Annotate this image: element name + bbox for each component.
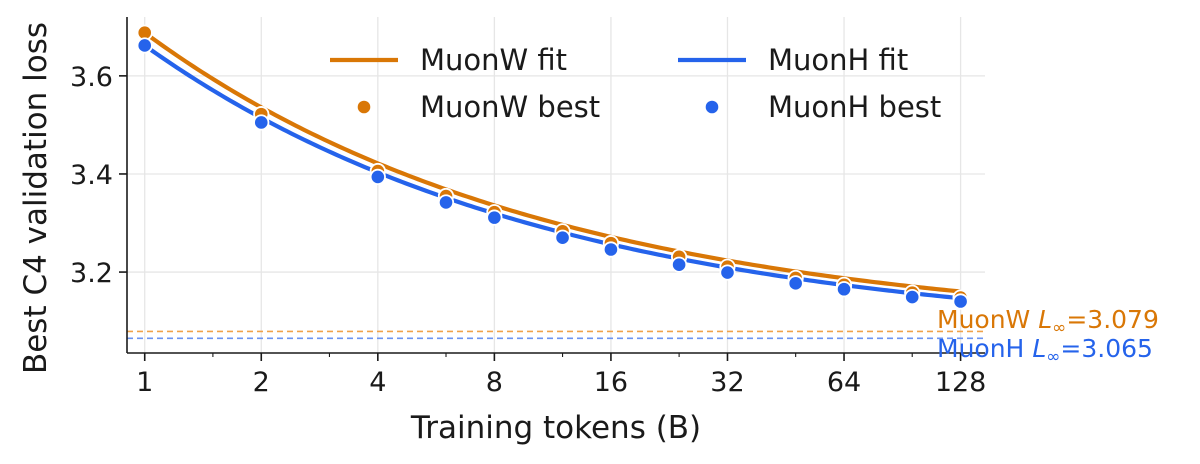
muonh-best-point bbox=[602, 241, 620, 258]
x-tick-label-32: 32 bbox=[710, 367, 744, 398]
x-tick-label-8: 8 bbox=[486, 367, 503, 398]
legend-label-muonh-best: MuonH best bbox=[768, 90, 941, 124]
legend-label-muonw-fit: MuonW fit bbox=[420, 43, 567, 77]
muonh-best-point bbox=[369, 168, 386, 186]
axes bbox=[119, 17, 985, 361]
muonh-best-point bbox=[904, 288, 921, 306]
muonh-best-point bbox=[787, 275, 804, 292]
x-axis-label: Training tokens (B) bbox=[410, 410, 701, 446]
muonw-fit-curve bbox=[143, 31, 961, 294]
y-tick-label-3.2: 3.2 bbox=[70, 258, 113, 289]
data-points bbox=[136, 24, 969, 310]
muonh-best-point bbox=[437, 194, 455, 211]
x-tick-label-4: 4 bbox=[369, 367, 386, 398]
muonh-best-point bbox=[719, 264, 736, 281]
muonh-best-point bbox=[136, 37, 153, 54]
muonh-fit-curve bbox=[143, 43, 961, 301]
legend: MuonW fit MuonH fit MuonW best MuonH best bbox=[330, 43, 941, 124]
muonh-best-point bbox=[671, 256, 688, 273]
y-tick-label-3.6: 3.6 bbox=[70, 62, 113, 93]
muonh-best-point bbox=[554, 229, 571, 246]
x-tick-label-2: 2 bbox=[253, 367, 270, 398]
legend-swatch-muonw-best bbox=[355, 98, 373, 116]
muonh-best-point bbox=[486, 209, 503, 226]
x-tick-label-128: 128 bbox=[935, 367, 987, 398]
asymptote-label-1: MuonH L∞=3.065 bbox=[937, 334, 1153, 367]
muonh-best-point bbox=[253, 114, 270, 131]
muonh-best-point bbox=[835, 281, 853, 298]
legend-swatch-muonh-best bbox=[703, 98, 721, 116]
asymptote-label-0: MuonW L∞=3.079 bbox=[937, 305, 1159, 338]
x-tick-label-16: 16 bbox=[594, 367, 628, 398]
y-tick-label-3.4: 3.4 bbox=[70, 160, 113, 191]
legend-label-muonw-best: MuonW best bbox=[420, 90, 600, 124]
grid bbox=[127, 17, 985, 353]
asymptote-lines bbox=[127, 330, 985, 340]
tick-labels: 1 2 4 8 16 32 64 128 3.2 3.4 3.6 bbox=[70, 62, 986, 398]
legend-label-muonh-fit: MuonH fit bbox=[768, 43, 908, 77]
fit-curves bbox=[143, 31, 961, 301]
y-axis-label: Best C4 validation loss bbox=[18, 22, 54, 374]
x-tick-label-64: 64 bbox=[827, 367, 861, 398]
muonh-best-point bbox=[952, 293, 969, 310]
x-tick-label-1: 1 bbox=[136, 367, 153, 398]
